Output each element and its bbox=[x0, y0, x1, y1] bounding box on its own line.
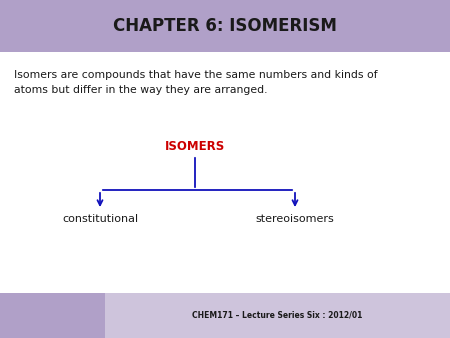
Bar bbox=[0, 293, 105, 338]
Bar bbox=[0, 0, 450, 52]
Text: ISOMERS: ISOMERS bbox=[165, 140, 225, 153]
Text: CHAPTER 6: ISOMERISM: CHAPTER 6: ISOMERISM bbox=[113, 17, 337, 35]
Text: constitutional: constitutional bbox=[62, 214, 138, 224]
Text: CHEM171 – Lecture Series Six : 2012/01: CHEM171 – Lecture Series Six : 2012/01 bbox=[192, 311, 363, 320]
Text: stereoisomers: stereoisomers bbox=[256, 214, 334, 224]
Bar bbox=[105, 293, 450, 338]
Text: Isomers are compounds that have the same numbers and kinds of
atoms but differ i: Isomers are compounds that have the same… bbox=[14, 70, 378, 95]
